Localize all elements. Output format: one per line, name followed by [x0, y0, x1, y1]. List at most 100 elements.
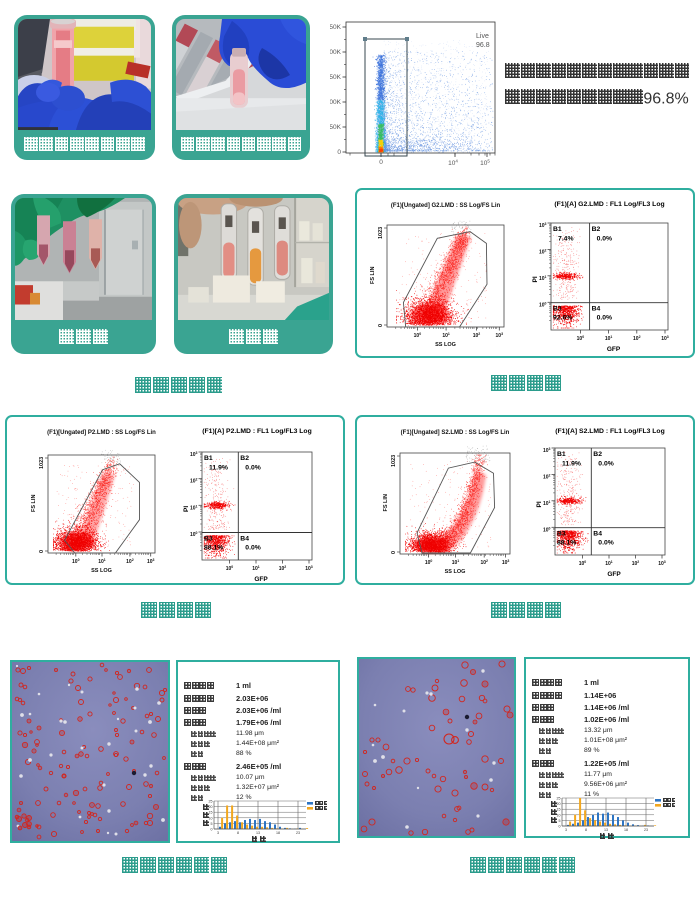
svg-text:15: 15: [209, 811, 213, 815]
svg-text:0: 0: [337, 149, 341, 156]
svg-text:B3: B3: [553, 306, 562, 313]
svg-text:11.9%: 11.9%: [562, 461, 581, 468]
svg-text:102: 102: [126, 558, 134, 565]
svg-text:0.0%: 0.0%: [597, 236, 613, 243]
svg-text:101: 101: [252, 565, 260, 572]
svg-text:102: 102: [473, 332, 481, 339]
svg-text:25: 25: [209, 800, 213, 804]
svg-text:GFP: GFP: [607, 571, 621, 578]
svg-text:102: 102: [633, 335, 641, 342]
svg-text:0.0%: 0.0%: [598, 461, 614, 468]
svg-text:102: 102: [480, 559, 488, 566]
svg-text:3: 3: [217, 831, 219, 835]
svg-text:103: 103: [543, 447, 551, 454]
svg-text:3: 3: [565, 828, 567, 832]
svg-text:0.0%: 0.0%: [245, 465, 260, 472]
svg-text:102: 102: [539, 248, 547, 255]
svg-text:100: 100: [226, 565, 234, 572]
svg-text:150K: 150K: [330, 74, 342, 81]
svg-text:Live: Live: [476, 33, 489, 40]
svg-text:(F1)[Ungated] G2.LMD : SS Log/: (F1)[Ungated] G2.LMD : SS Log/FS Lin: [391, 203, 501, 209]
svg-text:25: 25: [557, 797, 561, 801]
svg-text:B4: B4: [592, 306, 601, 313]
svg-text:103: 103: [658, 560, 666, 567]
svg-text:13: 13: [256, 831, 260, 835]
svg-text:100: 100: [190, 531, 198, 538]
svg-text:105: 105: [480, 159, 490, 168]
svg-text:250K: 250K: [330, 24, 342, 31]
svg-text:103: 103: [190, 451, 198, 458]
svg-text:101: 101: [190, 504, 198, 511]
svg-text:0: 0: [379, 159, 383, 166]
svg-text:1023: 1023: [391, 455, 397, 467]
svg-text:15: 15: [557, 808, 561, 812]
svg-text:101: 101: [539, 275, 547, 282]
svg-text:20: 20: [209, 805, 213, 809]
svg-text:FS LIN: FS LIN: [370, 267, 376, 284]
svg-text:GFP: GFP: [607, 346, 621, 353]
svg-text:B4: B4: [240, 536, 249, 543]
svg-text:(F1)[A] P2.LMD : FL1 Log/FL3 L: (F1)[A] P2.LMD : FL1 Log/FL3 Log: [202, 428, 312, 435]
svg-text:101: 101: [452, 559, 460, 566]
svg-text:102: 102: [543, 473, 551, 480]
svg-text:102: 102: [190, 478, 198, 485]
svg-text:(F1)[Ungated] P2.LMD : SS Log/: (F1)[Ungated] P2.LMD : SS Log/FS Lin: [47, 430, 156, 436]
svg-text:0: 0: [391, 551, 397, 554]
svg-text:GFP: GFP: [254, 576, 268, 583]
svg-text:PI: PI: [536, 501, 543, 507]
svg-text:103: 103: [502, 559, 510, 566]
svg-text:23: 23: [296, 831, 300, 835]
svg-text:200K: 200K: [330, 49, 342, 56]
svg-text:103: 103: [147, 558, 155, 565]
svg-text:0: 0: [211, 828, 213, 832]
svg-text:18: 18: [624, 828, 628, 832]
svg-text:20: 20: [557, 802, 561, 806]
svg-text:88.1%: 88.1%: [204, 545, 223, 552]
svg-text:100: 100: [539, 301, 547, 308]
svg-text:FS LIN: FS LIN: [383, 494, 389, 511]
svg-text:B2: B2: [593, 451, 602, 458]
svg-text:11.9%: 11.9%: [209, 465, 228, 472]
svg-text:0.0%: 0.0%: [598, 540, 614, 547]
svg-text:50K: 50K: [330, 124, 342, 131]
svg-text:SS LOG: SS LOG: [445, 569, 466, 575]
svg-text:103: 103: [305, 565, 313, 572]
svg-text:(F1)[A] G2.LMD : FL1 Log/FL3 L: (F1)[A] G2.LMD : FL1 Log/FL3 Log: [554, 201, 664, 208]
svg-text:SS LOG: SS LOG: [91, 568, 112, 574]
svg-text:18: 18: [276, 831, 280, 835]
svg-text:B1: B1: [557, 451, 566, 458]
svg-text:101: 101: [543, 500, 551, 507]
svg-text:102: 102: [632, 560, 640, 567]
svg-text:1023: 1023: [39, 457, 45, 469]
svg-text:101: 101: [98, 558, 106, 565]
svg-text:PI: PI: [532, 276, 539, 282]
svg-text:8: 8: [237, 831, 239, 835]
svg-text:8: 8: [585, 828, 587, 832]
svg-text:PI: PI: [183, 506, 190, 512]
svg-text:7.4%: 7.4%: [558, 236, 574, 243]
svg-text:0.0%: 0.0%: [597, 315, 613, 322]
svg-text:100: 100: [543, 526, 551, 533]
svg-text:0.0%: 0.0%: [245, 545, 260, 552]
svg-text:101: 101: [605, 335, 613, 342]
svg-text:B3: B3: [557, 531, 566, 538]
svg-text:B3: B3: [204, 536, 213, 543]
svg-text:0: 0: [378, 324, 384, 327]
svg-text:(F1)[A] S2.LMD : FL1 Log/FL3 L: (F1)[A] S2.LMD : FL1 Log/FL3 Log: [555, 428, 665, 435]
svg-text:103: 103: [661, 335, 669, 342]
svg-text:(F1)[Ungated] S2.LMD : SS Log/: (F1)[Ungated] S2.LMD : SS Log/FS Lin: [401, 430, 510, 436]
svg-text:5: 5: [211, 822, 213, 826]
svg-text:0: 0: [559, 825, 561, 829]
svg-text:B1: B1: [553, 226, 562, 233]
svg-text:92.6%: 92.6%: [553, 315, 572, 322]
svg-text:102: 102: [279, 565, 287, 572]
svg-text:100K: 100K: [330, 99, 342, 106]
svg-text:0: 0: [39, 550, 45, 553]
svg-text:100: 100: [425, 559, 433, 566]
svg-text:10: 10: [209, 816, 213, 820]
svg-text:13: 13: [604, 828, 608, 832]
svg-text:B1: B1: [204, 455, 213, 462]
svg-text:B2: B2: [240, 455, 249, 462]
svg-text:100: 100: [72, 558, 80, 565]
svg-text:100: 100: [579, 560, 587, 567]
